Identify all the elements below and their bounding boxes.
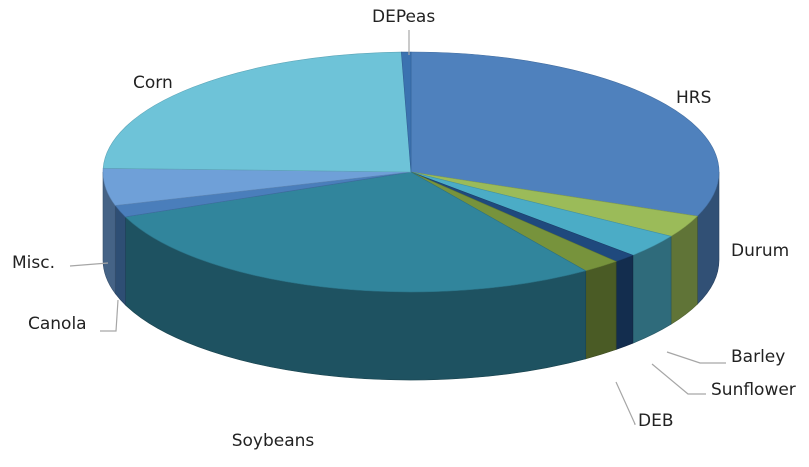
leader-lines — [69, 30, 726, 425]
slice-label-deb: DEB — [638, 411, 674, 431]
slice-label-durum: Durum — [731, 241, 789, 261]
slice-label-soybeans: Soybeans — [232, 431, 315, 451]
slice-label-depeas: DEPeas — [372, 7, 435, 27]
slice-hrs — [410, 51, 720, 217]
pie-depth-layer — [102, 171, 720, 381]
slice-label-corn: Corn — [133, 73, 173, 93]
leader-line-canola — [100, 299, 119, 332]
slice-side-sunflower — [615, 254, 634, 350]
slice-side-deb — [585, 261, 617, 360]
leader-line-misc — [69, 262, 109, 267]
slice-label-misc: Misc. — [12, 253, 55, 273]
slice-soybeans — [124, 171, 587, 293]
slice-label-hrs: HRS — [676, 88, 711, 108]
slice-corn — [102, 51, 412, 173]
slice-label-canola: Canola — [28, 314, 87, 334]
slice-label-sunflower: Sunflower — [711, 380, 796, 400]
slice-label-barley: Barley — [731, 347, 785, 367]
leader-line-barley — [666, 351, 726, 364]
slice-labels: HRS Durum Barley Sunflower DEB Soybeans Canola… — [12, 7, 796, 451]
pie-top-layer — [102, 51, 720, 293]
leader-line-deb — [615, 381, 636, 425]
leader-line-sunflower — [651, 363, 706, 395]
slice-depeas — [401, 51, 412, 173]
slice-side-canola — [114, 204, 126, 306]
